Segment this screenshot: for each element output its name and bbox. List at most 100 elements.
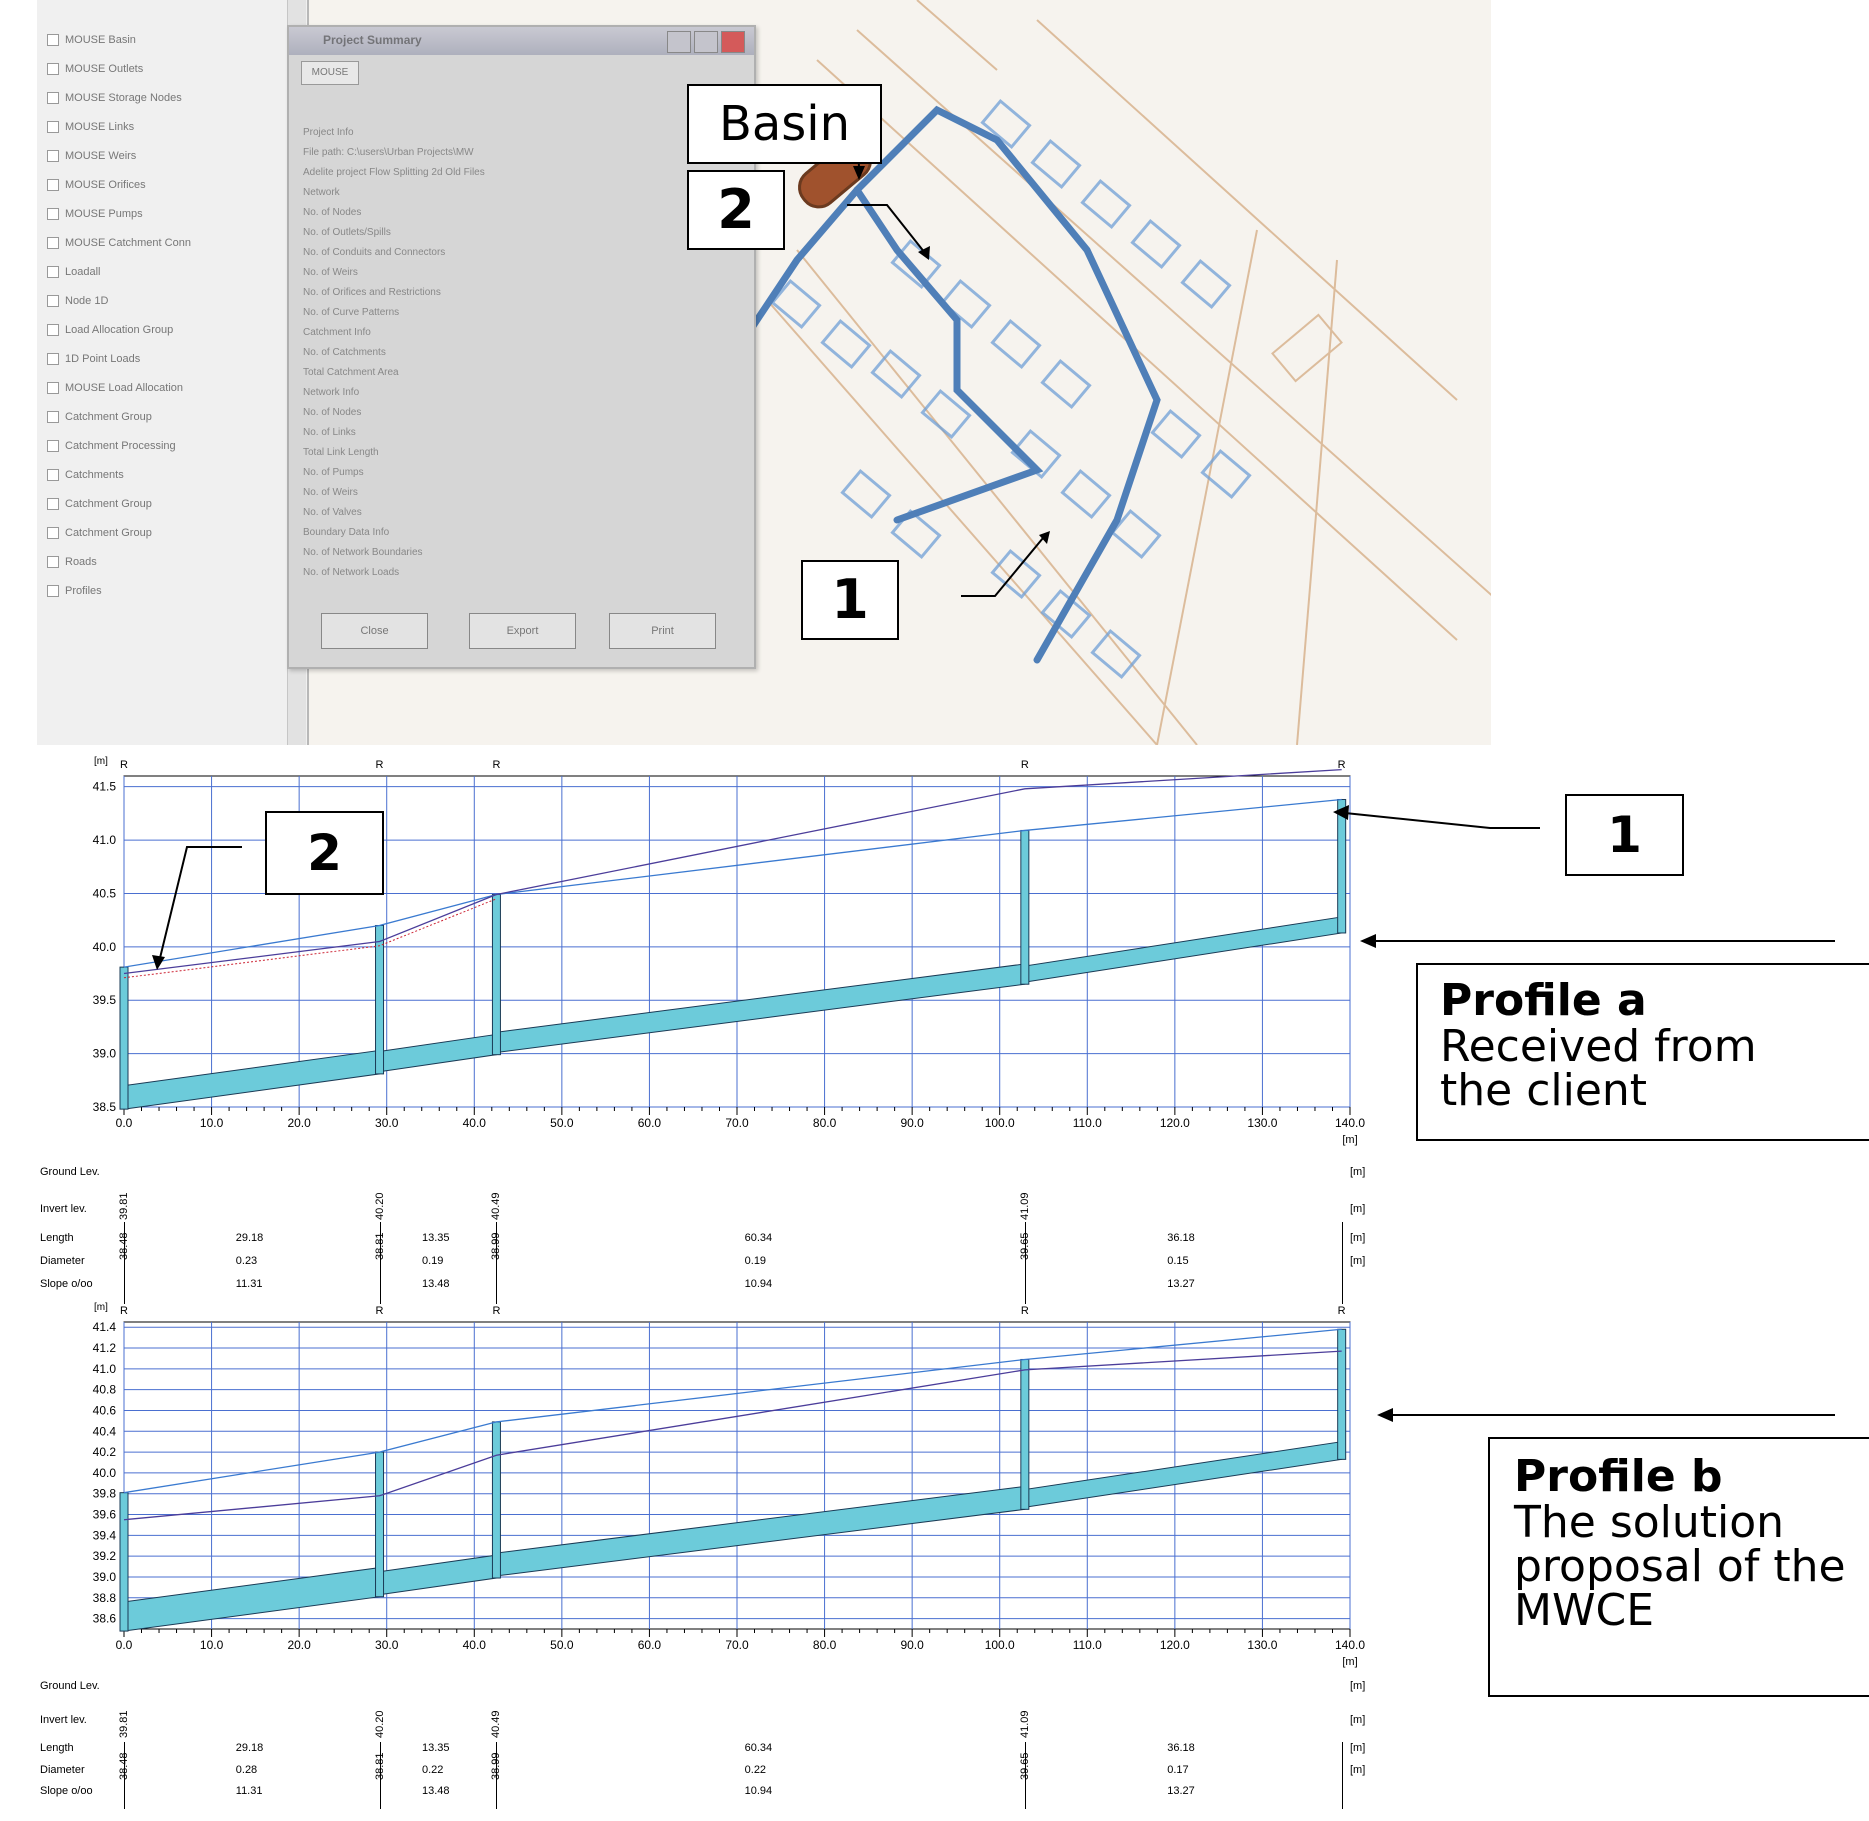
profile-b-chart[interactable]: 38.6 38.8 39.0 39.2 39.4 39.6 39.8 40.0 40.2 40.4… [0,1296,1420,1676]
close-icon[interactable] [721,31,745,53]
table-column-divider [124,1742,125,1809]
layer-checkbox[interactable] [47,440,59,453]
x-tick-label: 40.0 [463,1116,487,1130]
export-button[interactable]: Export [469,613,576,649]
layer-label: MOUSE Catchment Conn [65,237,191,249]
layer-item[interactable]: MOUSE Pumps [47,208,143,224]
table-row-label: Slope o/oo [40,1278,93,1290]
layer-item[interactable]: MOUSE Links [47,121,134,137]
y-tick-label: 41.0 [93,833,117,847]
layer-checkbox[interactable] [47,150,59,163]
table-column-divider [496,1742,498,1809]
x-tick-label: 50.0 [550,1638,574,1652]
layer-checkbox[interactable] [47,92,59,105]
y-tick-label: 40.5 [93,886,117,900]
layer-checkbox[interactable] [47,63,59,76]
layer-item[interactable]: Catchment Group [47,527,152,543]
dialog-title-bar: Project Summary [289,27,754,55]
layer-item[interactable]: MOUSE Catchment Conn [47,237,191,253]
layer-checkbox[interactable] [47,411,59,424]
layer-item[interactable]: Catchments [47,469,124,485]
layer-panel: MOUSE Basin MOUSE Outlets MOUSE Storage No… [37,0,309,745]
layer-item[interactable]: Load Allocation Group [47,324,173,340]
layer-item[interactable]: MOUSE Storage Nodes [47,92,182,108]
layer-item[interactable]: MOUSE Outlets [47,63,143,79]
layer-checkbox[interactable] [47,469,59,482]
network-map[interactable] [737,0,1491,745]
layer-checkbox[interactable] [47,121,59,134]
y-tick-label: 40.8 [93,1383,117,1397]
profile-node-1-callout: 1 [1565,794,1684,876]
x-tick-label: 140.0 [1335,1116,1365,1130]
layer-checkbox[interactable] [47,527,59,540]
basin-callout: Basin [687,84,882,164]
table-unit: [m] [1350,1742,1366,1754]
layer-item[interactable]: Profiles [47,585,102,601]
segment-slope-value: 11.31 [235,1278,263,1290]
layer-item[interactable]: Node 1D [47,295,108,311]
tab-mouse[interactable]: MOUSE [301,61,359,85]
layer-item[interactable]: Catchment Processing [47,440,176,456]
layer-item[interactable]: Loadall [47,266,100,282]
y-tick-label: 40.2 [93,1445,117,1459]
y-tick-label: 39.8 [93,1487,117,1501]
layer-item[interactable]: Catchment Group [47,411,152,427]
layer-checkbox[interactable] [47,353,59,366]
layer-item[interactable]: MOUSE Load Allocation [47,382,183,398]
x-tick-label: 120.0 [1160,1638,1190,1652]
layer-checkbox[interactable] [47,34,59,47]
segment-diameter-value: 0.28 [235,1764,258,1776]
layer-item[interactable]: MOUSE Orifices [47,179,146,195]
layer-label: MOUSE Storage Nodes [65,92,182,104]
y-tick-label: 41.2 [93,1341,117,1355]
segment-length-value: 60.34 [744,1232,773,1244]
x-tick-label: 140.0 [1335,1638,1365,1652]
minimize-button[interactable] [667,31,691,53]
layer-checkbox[interactable] [47,208,59,221]
layer-checkbox[interactable] [47,179,59,192]
layer-checkbox[interactable] [47,324,59,337]
x-tick-label: 130.0 [1247,1638,1277,1652]
print-button[interactable]: Print [609,613,716,649]
layer-checkbox[interactable] [47,295,59,308]
segment-length-value: 13.35 [421,1232,450,1244]
layer-item[interactable]: 1D Point Loads [47,353,140,369]
y-tick-label: 38.8 [93,1591,117,1605]
node-label: R [1338,1305,1346,1317]
node-label: R [120,759,128,771]
segment-length-value: 29.18 [235,1742,264,1754]
dialog-line: Catchment Info [303,327,371,338]
profile-node-2-callout: 2 [265,811,384,895]
layer-checkbox[interactable] [47,498,59,511]
layer-checkbox[interactable] [47,585,59,598]
x-tick-label: 30.0 [375,1638,399,1652]
y-tick-label: 40.6 [93,1403,117,1417]
layer-label: Catchment Group [65,527,152,539]
layer-item[interactable]: Catchment Group [47,498,152,514]
layer-checkbox[interactable] [47,556,59,569]
layer-item[interactable]: Roads [47,556,97,572]
x-tick-label: 90.0 [900,1116,924,1130]
table-column-divider [1341,1742,1343,1809]
layer-item[interactable]: MOUSE Weirs [47,150,136,166]
close-button[interactable]: Close [321,613,428,649]
table-unit: [m] [1350,1714,1366,1726]
segment-length-value: 29.18 [235,1232,264,1244]
segment-slope-value: 10.94 [744,1785,773,1797]
pipe-network [737,105,1161,664]
table-row-label: Invert lev. [40,1714,87,1726]
layer-item[interactable]: MOUSE Basin [47,34,136,50]
dialog-line: No. of Valves [303,507,362,518]
layer-label: Catchment Processing [65,440,176,452]
table-unit: [m] [1350,1680,1366,1692]
y-tick-label: 39.0 [93,1047,117,1061]
layer-label: 1D Point Loads [65,353,141,365]
table-row-label: Diameter [40,1255,85,1267]
layer-checkbox[interactable] [47,382,59,395]
maximize-button[interactable] [694,31,718,53]
layer-checkbox[interactable] [47,266,59,279]
dialog-line: Total Link Length [303,447,379,458]
layer-checkbox[interactable] [47,237,59,250]
segment-slope-value: 10.94 [744,1278,773,1290]
